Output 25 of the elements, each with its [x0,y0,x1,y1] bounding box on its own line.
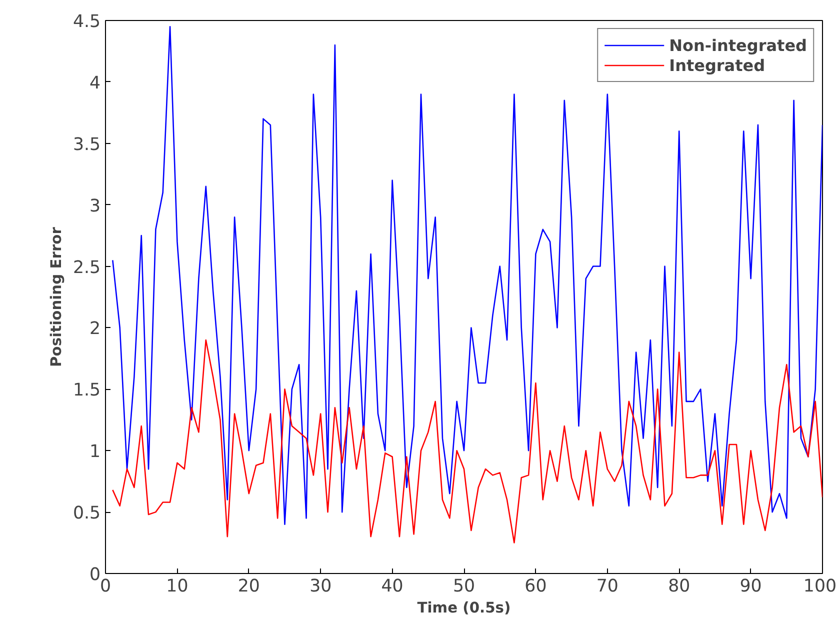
y-tick-label: 4 [89,73,101,94]
line-series [112,339,822,544]
y-tick-label: 1 [89,442,101,462]
y-tick-label: 4.5 [72,12,101,32]
line-series [112,26,822,525]
x-tick-label: 40 [381,576,404,596]
legend-label: Non-integrated [669,36,807,54]
y-axis-title: Positioning Error [48,226,65,367]
x-tick-label: 10 [166,576,188,596]
x-tick-label: 20 [238,576,260,596]
y-tick-label: 2.5 [72,258,101,278]
y-tick-label: 3.5 [72,134,101,155]
x-tick-label: 90 [740,576,762,596]
y-tick-label: 1.5 [72,380,101,401]
y-tick-label: 0.5 [72,504,101,524]
y-tick-label: 3 [89,196,101,216]
x-tick-label: 70 [596,576,618,596]
x-tick-label: 50 [452,576,476,596]
x-tick-label: 100 [803,576,836,596]
y-tick-label: 2 [89,319,101,340]
x-axis-title: Time (0.5s) [417,600,511,616]
x-tick-label: 30 [310,576,332,596]
legend-label: Integrated [669,56,766,74]
x-tick-label: 80 [668,576,690,596]
x-tick-label: 60 [524,576,547,596]
